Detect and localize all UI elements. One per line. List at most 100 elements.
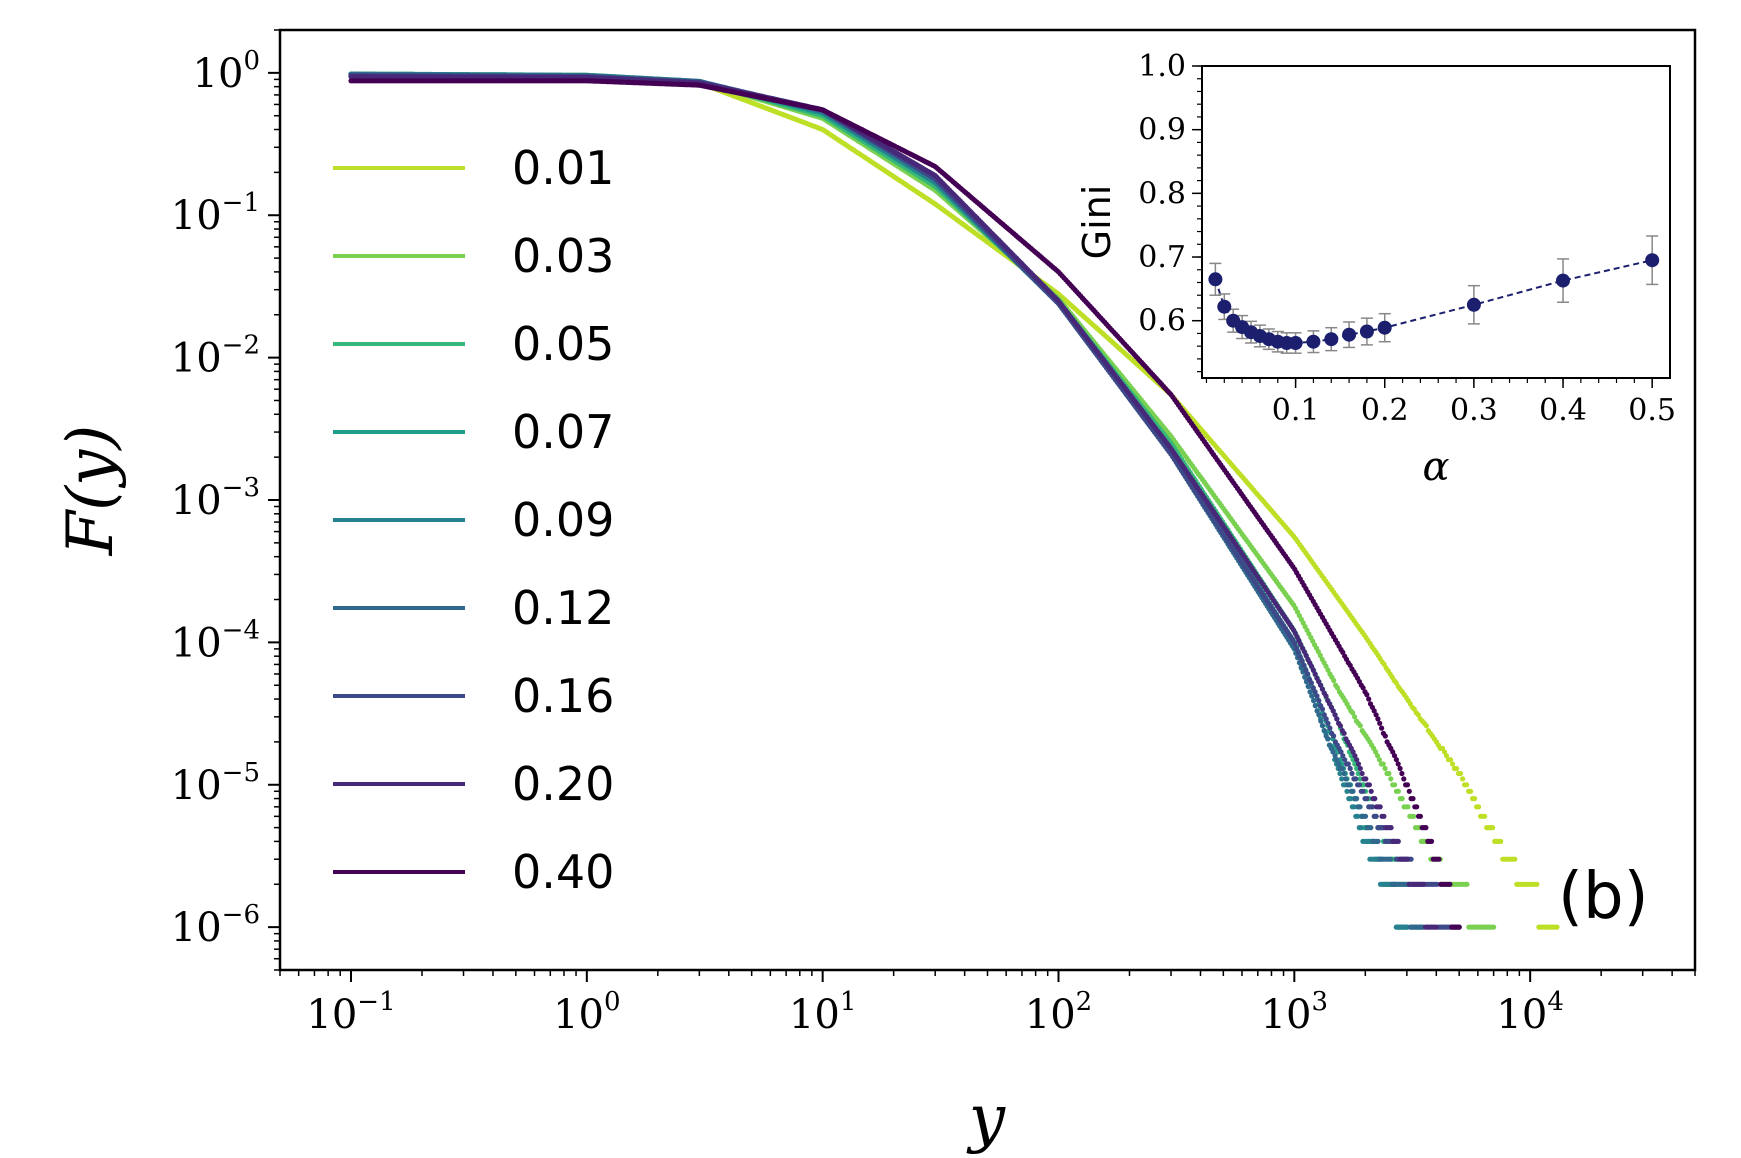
data-point — [1292, 641, 1298, 647]
data-point — [1307, 689, 1313, 695]
data-point — [1468, 788, 1474, 794]
data-point — [1512, 856, 1518, 862]
data-point — [1392, 782, 1398, 788]
data-point — [1381, 813, 1387, 819]
data-point — [1357, 804, 1363, 810]
data-point — [1343, 776, 1349, 782]
data-point — [1350, 710, 1356, 716]
data-point — [1325, 736, 1331, 742]
data-point — [1340, 753, 1346, 759]
data-point — [1331, 677, 1337, 684]
data-point — [1325, 667, 1331, 673]
data-point — [1387, 856, 1394, 862]
data-point — [1358, 825, 1364, 831]
data-point — [1352, 714, 1358, 720]
data-point — [1323, 716, 1329, 722]
data-point — [1433, 924, 1439, 930]
data-point — [1294, 645, 1300, 651]
data-point — [1460, 776, 1466, 782]
data-point — [1377, 804, 1383, 810]
data-point — [1347, 765, 1353, 772]
data-point — [1350, 757, 1356, 763]
data-point — [1372, 796, 1378, 802]
data-point — [1345, 761, 1351, 767]
data-point — [1317, 652, 1323, 659]
data-point — [1404, 856, 1410, 862]
data-point — [1334, 685, 1341, 691]
data-point — [1305, 671, 1311, 677]
data-point — [1373, 813, 1379, 819]
data-point — [1355, 770, 1361, 777]
data-point — [1376, 757, 1382, 763]
data-point — [1449, 761, 1456, 767]
data-point — [1336, 761, 1342, 767]
data-point — [1350, 788, 1356, 794]
data-point — [1395, 788, 1401, 794]
data-point — [1375, 838, 1381, 845]
data-point — [1490, 825, 1496, 831]
data-point — [1355, 813, 1361, 819]
data-point — [1357, 765, 1363, 772]
data-point — [1311, 698, 1317, 704]
data-point — [1320, 723, 1326, 729]
data-point — [1464, 782, 1470, 788]
data-point — [1303, 667, 1309, 673]
data-point — [1316, 698, 1322, 704]
data-point — [1297, 654, 1303, 660]
data-point — [1365, 838, 1371, 845]
data-point — [1457, 770, 1464, 777]
data-point — [1388, 825, 1394, 831]
data-point — [1321, 728, 1327, 734]
data-point — [1364, 796, 1370, 802]
data-point — [1411, 813, 1417, 819]
data-point — [1380, 761, 1386, 767]
data-point — [1314, 693, 1320, 699]
data-point — [1337, 770, 1343, 777]
data-point — [1357, 723, 1363, 729]
data-point — [1421, 881, 1427, 887]
data-point — [1355, 761, 1362, 767]
data-point — [1382, 765, 1388, 772]
main-series-group — [348, 71, 1560, 930]
data-point — [1399, 796, 1405, 802]
data-point — [1295, 649, 1302, 656]
data-point — [1357, 776, 1363, 782]
data-point — [1354, 796, 1360, 802]
data-point — [1464, 881, 1470, 887]
data-point — [1323, 693, 1329, 699]
data-point — [1554, 924, 1560, 930]
data-point — [1361, 782, 1367, 788]
data-point — [1395, 838, 1401, 845]
data-point — [1334, 757, 1340, 763]
data-point — [1408, 856, 1414, 862]
data-point — [1388, 776, 1394, 782]
data-point — [1314, 708, 1320, 714]
data-point — [1308, 680, 1314, 686]
data-point — [1339, 776, 1345, 782]
data-point — [1319, 706, 1326, 712]
data-point — [1368, 825, 1374, 831]
data-point — [1415, 712, 1421, 718]
data-point — [1453, 765, 1460, 772]
data-point — [1321, 712, 1327, 718]
data-point — [1339, 765, 1345, 772]
data-point — [1310, 685, 1316, 691]
data-point — [1405, 804, 1411, 810]
data-point — [1305, 683, 1311, 690]
data-point — [1374, 753, 1381, 759]
data-point — [1447, 757, 1454, 763]
data-point — [1337, 723, 1343, 729]
data-point — [1349, 770, 1355, 777]
data-point — [1331, 733, 1337, 739]
data-point — [1356, 782, 1362, 788]
data-point — [1299, 658, 1305, 664]
data-point — [1359, 770, 1365, 777]
data-point — [1482, 813, 1488, 819]
data-point — [1341, 730, 1347, 736]
main-plot: 10−1 100 101 102 103 104 10010−110−210−310−41… — [54, 28, 1697, 1156]
data-point — [1498, 838, 1504, 845]
data-point — [1472, 796, 1478, 802]
data-point — [1342, 757, 1348, 763]
data-point — [1346, 782, 1352, 788]
